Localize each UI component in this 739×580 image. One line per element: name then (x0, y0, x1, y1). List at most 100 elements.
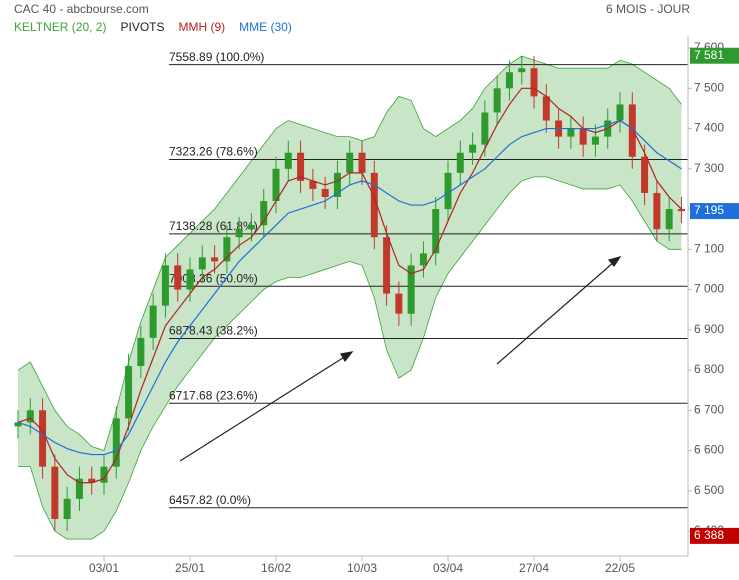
plot-area: 7558.89 (100.0%) 7323.26 (78.6%) 7138.28 (… (14, 50, 688, 540)
arrow-head (340, 351, 354, 363)
y-tick-label: 7 000 (694, 282, 724, 296)
y-tick-label: 6 800 (694, 362, 724, 376)
candle-body (677, 209, 685, 212)
candle-body (616, 104, 624, 121)
pivot-label: 7558.89 (100.0%) (169, 50, 264, 64)
candle-body (456, 152, 464, 173)
period-label: 6 MOIS - JOUR (606, 2, 690, 16)
candle-body (591, 136, 599, 145)
candle-body (284, 152, 292, 169)
candle-body (567, 128, 575, 137)
candle-body (198, 257, 206, 270)
candle-body (211, 257, 219, 262)
pivot-label: 7138.28 (61.8%) (169, 219, 258, 233)
candle-body (628, 104, 636, 157)
candle-body (579, 128, 587, 145)
candle-body (469, 144, 477, 153)
band-fill (18, 56, 682, 540)
y-tick-label: 6 900 (694, 322, 724, 336)
candle-body (137, 337, 145, 367)
price-tag (690, 47, 739, 64)
candle-body (63, 498, 71, 519)
y-tick-label: 6 700 (694, 402, 724, 416)
y-tick-label: 7 100 (694, 241, 724, 255)
price-tag-label: 6 388 (694, 528, 724, 542)
candle-body (26, 410, 34, 423)
legend-entry: MMH (9) (179, 20, 226, 34)
candle-body (112, 418, 120, 467)
candle-body (247, 225, 255, 230)
candle-body (505, 72, 513, 89)
x-tick-label: 03/01 (89, 561, 119, 575)
price-tag-label: 7 195 (694, 203, 724, 217)
candle-body (272, 168, 280, 202)
y-tick-label: 7 300 (694, 161, 724, 175)
y-tick-label: 6 500 (694, 483, 724, 497)
candle-body (235, 229, 243, 238)
candle-body (530, 68, 538, 97)
candle-body (432, 209, 440, 254)
candle-body (493, 88, 501, 113)
y-tick-label: 7 400 (694, 121, 724, 135)
x-tick-label: 16/02 (261, 561, 291, 575)
band-lower (18, 176, 682, 540)
candle-body (125, 366, 133, 419)
arrow-head (607, 255, 622, 268)
candle-body (14, 422, 22, 427)
pivot-label: 6878.43 (38.2%) (169, 324, 258, 338)
candle-body (51, 466, 59, 519)
legend-entry: MME (30) (239, 20, 292, 34)
candle-body (383, 237, 391, 294)
candle-body (223, 237, 231, 262)
candle-body (297, 152, 305, 181)
candle-body (149, 305, 157, 338)
pivot-label: 6457.82 (0.0%) (169, 493, 251, 507)
candle-body (174, 265, 182, 290)
candle-body (665, 209, 673, 230)
y-tick-label: 7 500 (694, 80, 724, 94)
candle-body (346, 152, 354, 173)
candle-body (419, 253, 427, 266)
pivot-label: 6717.68 (23.6%) (169, 388, 258, 402)
price-tag (690, 527, 739, 544)
arrow (496, 261, 615, 365)
x-tick-label: 03/04 (433, 561, 463, 575)
x-tick-label: 25/01 (175, 561, 205, 575)
legend-entry: PIVOTS (120, 20, 164, 34)
x-tick-label: 10/03 (347, 561, 377, 575)
candle-body (481, 112, 489, 145)
candle-body (370, 172, 378, 238)
candle-body (518, 68, 526, 73)
candle-body (88, 478, 96, 483)
candle-body (161, 265, 169, 306)
candle-body (653, 192, 661, 230)
candle-body (333, 172, 341, 197)
candle-body (186, 269, 194, 290)
x-tick-label: 22/05 (605, 561, 635, 575)
candle-body (542, 96, 550, 121)
arrows (179, 255, 622, 462)
price-tag-label: 7 581 (694, 48, 724, 62)
candle-body (260, 201, 268, 226)
indicator-line (17, 87, 682, 484)
candle-body (321, 188, 329, 197)
candle-body (39, 410, 47, 467)
candle-body (395, 293, 403, 314)
arrow (179, 355, 347, 462)
candle-body (444, 172, 452, 210)
candle-body (407, 265, 415, 314)
chart-title: CAC 40 - abcbourse.com (14, 2, 149, 16)
candle-body (75, 478, 83, 499)
pivot-label: 7008.36 (50.0%) (169, 271, 258, 285)
candle-body (358, 152, 366, 173)
y-tick-label: 6 600 (694, 443, 724, 457)
pivot-label: 7323.26 (78.6%) (169, 145, 258, 159)
price-tag (690, 203, 739, 220)
candle-body (100, 466, 108, 483)
candle-body (309, 180, 317, 189)
x-tick-label: 27/04 (519, 561, 549, 575)
legend-entry: KELTNER (20, 2) (14, 20, 106, 34)
candle-body (641, 156, 649, 193)
indicator-line (17, 119, 682, 456)
